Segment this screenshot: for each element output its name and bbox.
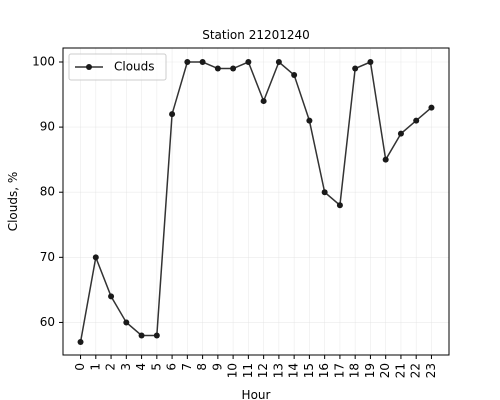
x-tick-label: 9 [210,363,224,371]
data-point [367,58,374,65]
data-point [382,156,389,163]
data-point [306,117,313,124]
data-point [92,254,99,261]
x-tick-label: 14 [287,363,301,378]
data-point [138,332,145,339]
x-tick-label: 15 [302,363,316,378]
x-tick-label: 7 [180,363,194,371]
data-point [230,65,237,72]
data-point [352,65,359,72]
x-tick-label: 19 [363,363,377,378]
data-point [214,65,221,72]
data-point [108,293,115,300]
x-tick-label: 12 [256,363,270,378]
data-point [260,98,267,105]
legend: Clouds [68,53,167,81]
data-point [428,104,435,111]
y-tick-label: 100 [32,54,55,68]
grid-layer [63,48,449,355]
data-point [275,58,282,65]
axes-layer [62,47,450,356]
data-point [413,117,420,124]
plot-area-frame [62,47,450,356]
chart-title: Station 21201240 [202,28,310,42]
data-point [336,202,343,209]
x-tick-label: 5 [149,363,163,371]
data-point [169,111,176,118]
y-tick-label: 90 [40,120,55,134]
data-point [199,58,206,65]
x-tick-label: 13 [271,363,285,378]
series-layer [77,58,435,345]
y-tick-label: 80 [40,185,55,199]
x-tick-label: 11 [241,363,255,378]
x-tick-label: 0 [73,363,87,371]
data-point [123,319,130,326]
x-tick-label: 18 [348,363,362,378]
y-axis-label: Clouds, % [6,172,20,232]
data-point [153,332,160,339]
x-tick-label: 23 [424,363,438,378]
y-tick-label: 70 [40,250,55,264]
x-tick-label: 21 [393,363,407,378]
x-tick-label: 16 [317,363,331,378]
y-tick-label: 60 [40,315,55,329]
x-tick-label: 22 [409,363,423,378]
series-line-clouds [79,60,432,343]
x-tick-label: 17 [332,363,346,378]
x-tick-label: 4 [134,363,148,371]
legend-marker-swatch [86,64,92,70]
x-tick-label: 3 [119,363,133,371]
data-point [77,338,84,345]
x-tick-label: 2 [104,363,118,371]
data-point [321,189,328,196]
data-point [245,58,252,65]
x-tick-label: 8 [195,363,209,371]
legend-label-clouds: Clouds [114,60,155,74]
data-point [291,72,298,79]
data-point [397,130,404,137]
x-tick-label: 20 [378,363,392,378]
legend-box [68,53,167,81]
x-tick-label: 1 [88,363,102,371]
data-point [184,58,191,65]
x-axis-label: Hour [242,388,271,400]
x-tick-label: 10 [226,363,240,378]
x-tick-label: 6 [165,363,179,371]
ticks-layer: 0 1 2 3 4 5 6 7 8 9 10 11 12 13 14 15 16 17 18 19 20 21 22 2360… [32,54,438,378]
